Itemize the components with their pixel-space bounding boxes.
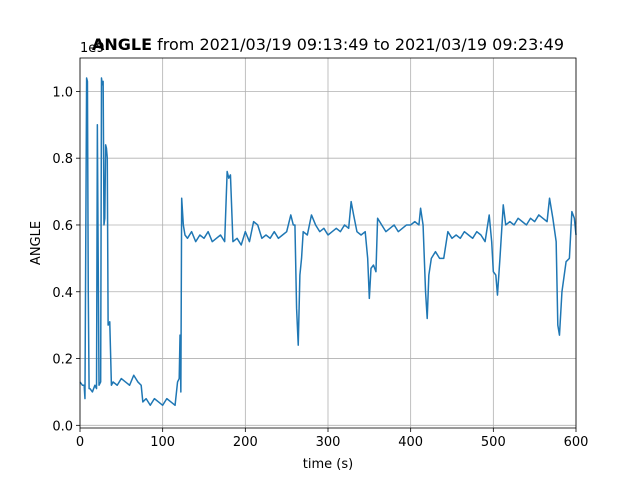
- y-axis-label: ANGLE: [29, 221, 44, 265]
- plot-frame: [79, 57, 577, 429]
- x-tick-label: 0: [76, 435, 84, 450]
- y-tick-label: 0.6: [52, 219, 73, 234]
- y-tick-label: 0.2: [52, 353, 73, 368]
- x-tick-label: 600: [564, 435, 589, 450]
- title-rest: from 2021/03/19 09:13:49 to 2021/03/19 0…: [152, 35, 564, 54]
- x-tick-label: 200: [233, 435, 258, 450]
- chart-title: ANGLE from 2021/03/19 09:13:49 to 2021/0…: [92, 35, 564, 54]
- data-line: [79, 77, 577, 407]
- x-axis-label: time (s): [303, 457, 353, 472]
- x-tick-label: 500: [481, 435, 506, 450]
- y-tick-label: 1.0: [52, 85, 73, 100]
- x-tick-label: 300: [316, 435, 341, 450]
- x-tick-label: 400: [398, 435, 423, 450]
- y-offset-text: 1e9: [80, 41, 105, 56]
- y-tick-label: 0.0: [52, 419, 73, 434]
- title-bold: ANGLE: [92, 35, 152, 54]
- y-tick-label: 0.8: [52, 152, 73, 167]
- x-tick-label: 100: [150, 435, 175, 450]
- y-tick-label: 0.4: [52, 286, 73, 301]
